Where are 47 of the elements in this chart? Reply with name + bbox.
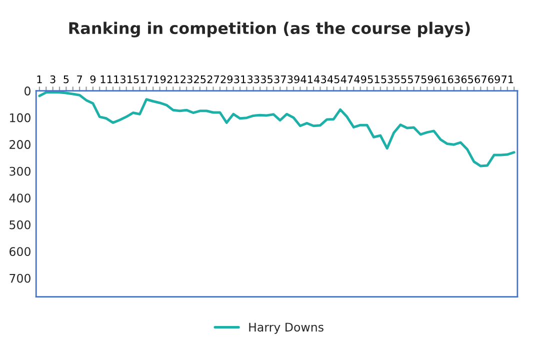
x-tick-label: 29 xyxy=(220,75,233,84)
y-tick-label: 200 xyxy=(10,140,30,149)
line-series xyxy=(38,90,516,168)
x-tick-label: 45 xyxy=(327,76,340,84)
x-tick-label: 7 xyxy=(77,76,82,84)
x-tick-label: 25 xyxy=(194,75,206,84)
y-tick-label: 300 xyxy=(10,166,30,176)
x-tick-label: 3 xyxy=(50,75,56,84)
x-tick-label: 17 xyxy=(140,76,152,84)
x-tick-label: 15 xyxy=(128,76,139,84)
x-tick-label: 53 xyxy=(381,75,393,84)
y-tick-label: 600 xyxy=(10,247,30,256)
x-tick-label: 31 xyxy=(234,75,246,84)
y-tick-label: 700 xyxy=(10,274,30,283)
x-tick-label: 11 xyxy=(100,76,112,84)
x-tick-label: 61 xyxy=(434,75,446,84)
x-tick-label: 37 xyxy=(274,75,286,84)
x-tick-label: 9 xyxy=(90,75,96,84)
y-tick-label: 500 xyxy=(10,220,30,230)
x-tick-label: 39 xyxy=(288,75,300,84)
x-tick-label: 27 xyxy=(207,75,220,84)
x-tick-label: 55 xyxy=(394,76,406,84)
y-tick-label: 0 xyxy=(24,86,30,96)
x-tick-label: 47 xyxy=(340,76,353,84)
x-tick-label: 33 xyxy=(248,75,260,84)
x-tick-label: 63 xyxy=(448,75,460,84)
x-tick-label: 57 xyxy=(408,76,420,84)
x-tick-label: 51 xyxy=(368,76,380,84)
chart-title: Ranking in competition (as the course plays) xyxy=(69,22,470,38)
x-tick-label: 69 xyxy=(488,75,500,84)
y-tick-label: 400 xyxy=(9,194,30,202)
x-tick-label: 5 xyxy=(64,76,69,84)
x-tick-label: 1 xyxy=(37,76,42,84)
x-tick-label: 59 xyxy=(421,75,434,84)
x-tick-label: 35 xyxy=(260,75,272,84)
legend-label: Harry Downs xyxy=(249,322,324,334)
x-tick-label: 67 xyxy=(474,75,486,84)
x-tick-label: 49 xyxy=(354,75,366,84)
x-tick-label: 19 xyxy=(154,75,166,84)
x-tick-label: 43 xyxy=(314,75,326,84)
x-tick-label: 21 xyxy=(167,75,179,84)
x-tick-label: 23 xyxy=(180,75,192,84)
x-tick-label: 71 xyxy=(502,76,514,84)
x-tick-label: 41 xyxy=(300,76,313,84)
x-tick-label: 13 xyxy=(114,75,126,84)
x-tick-label: 65 xyxy=(461,75,474,84)
y-tick-label: 100 xyxy=(10,113,30,122)
